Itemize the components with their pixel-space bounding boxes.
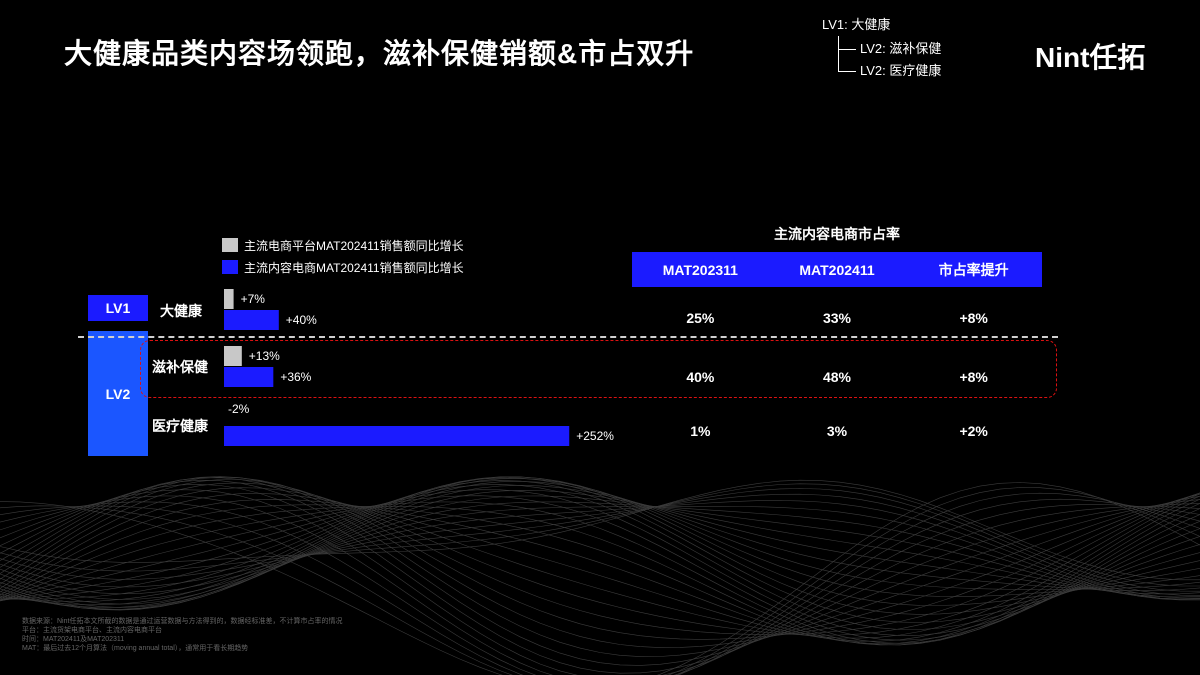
bar-blue-2 [224, 426, 570, 446]
data-label: +7% [241, 292, 266, 306]
footnote-line: 数据来源：Nint任拓本文所截的数据是通过运营数据与方法得到的，数据经标准差，不… [22, 618, 343, 625]
cell-value: +2% [959, 423, 988, 439]
cell-value: +8% [959, 369, 988, 385]
level-divider [78, 336, 1058, 338]
bar-blue-0 [224, 310, 279, 330]
market-share-row-tonic: 40% 48% +8% [632, 369, 1042, 385]
market-share-row-health: 25% 33% +8% [632, 310, 1042, 326]
market-share-columns: MAT202311 MAT202411 市占率提升 [632, 252, 1042, 287]
tree-connector [838, 49, 856, 50]
wave-line [0, 483, 1200, 587]
legend-label-gray: 主流电商平台MAT202411销售额同比增长 [244, 238, 464, 253]
column-share-change: 市占率提升 [938, 261, 1009, 278]
data-label: -2% [228, 402, 250, 416]
footnote-line: 平台：主流货架电商平台、主流内容电商平台 [22, 627, 162, 634]
wave-line [0, 477, 1200, 615]
wave-line [0, 506, 1200, 646]
hierarchy-lv1: LV1: 大健康 [822, 17, 891, 32]
wave-line [0, 488, 1200, 592]
wave-line [0, 495, 1200, 675]
column-mat202311: MAT202311 [662, 261, 738, 278]
wave-line [0, 489, 1200, 675]
wave-line [0, 480, 1200, 610]
group-lv2-box: LV2 [88, 331, 148, 456]
wave-line [0, 476, 1200, 648]
category-label-tonic: 滋补保健 [152, 359, 208, 375]
footnote-line: MAT：最后过去12个月算法（moving annual total），通常用于… [22, 645, 249, 652]
bar-blue-1 [224, 367, 274, 387]
wave-line [0, 492, 1200, 675]
wave-line [0, 493, 1200, 642]
data-label: +40% [286, 313, 317, 327]
wave-line [0, 480, 1200, 623]
wave-line [0, 504, 1200, 646]
data-label: +252% [576, 429, 614, 443]
wave-line [0, 500, 1200, 599]
wave-line [0, 487, 1200, 639]
footnote: 数据来源：Nint任拓本文所截的数据是通过运营数据与方法得到的，数据经标准差，不… [22, 617, 342, 653]
wave-line [0, 476, 1200, 640]
legend-swatch-blue [222, 260, 238, 274]
cell-value: 40% [686, 369, 715, 385]
wave-line [0, 483, 1200, 674]
wave-line [0, 487, 1200, 675]
column-mat202411: MAT202411 [799, 261, 875, 278]
footnote-line: 时间：MAT202411及MAT202311 [22, 636, 125, 643]
page-title: 大健康品类内容场领跑，滋补保健销额&市占双升 [64, 38, 695, 69]
data-label: +36% [280, 370, 311, 384]
wave-line [0, 476, 1200, 606]
cell-value: 3% [826, 423, 848, 439]
cell-value: 33% [822, 310, 852, 326]
wave-line [0, 479, 1200, 635]
hierarchy-lv2-tonic: LV2: 滋补保健 [860, 41, 942, 56]
market-share-header: 主流内容电商市占率 [774, 226, 900, 242]
wave-line [0, 501, 1200, 644]
wave-line [0, 484, 1200, 611]
category-label-health: 大健康 [160, 303, 202, 319]
tree-connector [838, 71, 856, 72]
legend-swatch-gray [222, 238, 238, 252]
cell-value: 1% [690, 423, 711, 439]
market-share-row-medical: 1% 3% +2% [632, 423, 1042, 439]
wave-line [0, 479, 1200, 581]
legend-item-blue: 主流内容电商MAT202411销售额同比增长 [222, 256, 464, 278]
brand-logo: Nint任拓 [1035, 42, 1146, 73]
wave-line [0, 477, 1200, 657]
cell-value: 48% [822, 369, 852, 385]
wave-line [0, 493, 1200, 596]
wave-line [0, 482, 1200, 636]
legend-item-gray: 主流电商平台MAT202411销售额同比增长 [222, 234, 464, 256]
highlight-frame [140, 340, 1057, 398]
bar-gray-0 [224, 289, 234, 309]
data-label: +13% [249, 349, 280, 363]
legend-label-blue: 主流内容电商MAT202411销售额同比增长 [244, 260, 464, 275]
wave-line [0, 476, 1200, 606]
cell-value: +8% [959, 310, 988, 326]
bar-gray-1 [224, 346, 242, 366]
group-lv1-box: LV1 [88, 295, 148, 321]
chart-legend: 主流电商平台MAT202411销售额同比增长 主流内容电商MAT202411销售… [222, 234, 464, 278]
tree-branch [838, 36, 857, 71]
wave-line [0, 498, 1200, 675]
hierarchy-lv2-medical: LV2: 医疗健康 [860, 63, 942, 78]
wave-line [0, 479, 1200, 666]
cell-value: 25% [686, 310, 715, 326]
category-label-medical: 医疗健康 [152, 418, 208, 434]
wave-line [0, 482, 1200, 675]
